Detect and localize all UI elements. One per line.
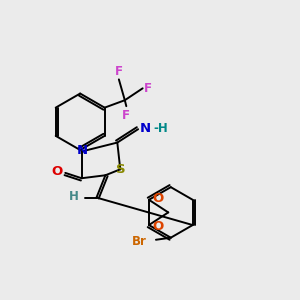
Text: -H: -H [154, 122, 168, 135]
Text: O: O [52, 165, 63, 178]
Text: N: N [77, 144, 88, 158]
Text: N: N [140, 122, 151, 135]
Text: H: H [69, 190, 79, 203]
Text: O: O [152, 192, 164, 205]
Text: F: F [144, 82, 152, 95]
Text: Br: Br [132, 235, 147, 248]
Text: F: F [115, 65, 123, 78]
Text: O: O [152, 220, 164, 233]
Text: S: S [116, 164, 126, 176]
Text: F: F [122, 109, 130, 122]
